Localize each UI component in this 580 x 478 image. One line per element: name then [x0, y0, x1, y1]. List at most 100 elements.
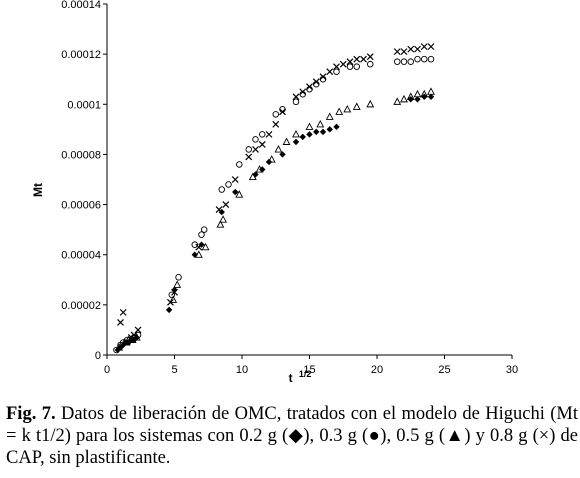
- circle-point: [198, 231, 205, 238]
- circle-point: [134, 331, 142, 339]
- triangle-point: [169, 295, 178, 303]
- triangle-point: [400, 94, 408, 103]
- triangle-point: [132, 333, 141, 341]
- x-tick-label: 10: [236, 364, 248, 376]
- cross-point: [312, 78, 320, 86]
- cross-point: [123, 339, 131, 346]
- y-tick-label: 0.00014: [61, 0, 101, 11]
- circle-point: [245, 146, 252, 153]
- figure-caption-text: Datos de liberación de OMC, tratados con…: [6, 404, 579, 468]
- triangle-point: [343, 104, 352, 113]
- triangle-point: [194, 250, 203, 258]
- cross-point: [299, 88, 307, 96]
- cross-point: [272, 120, 280, 128]
- y-tick-label: 0: [95, 350, 101, 362]
- triangle-point: [420, 89, 429, 98]
- triangle-point: [325, 112, 334, 120]
- circle-point: [259, 131, 266, 138]
- circle-point: [252, 136, 259, 143]
- cross-point: [171, 288, 178, 296]
- cross-point: [134, 326, 142, 334]
- cross-point: [420, 43, 428, 51]
- x-axis-title: t 1/2: [289, 369, 312, 385]
- x-axis-title-sup: 1/2: [299, 369, 312, 379]
- triangle-point: [427, 87, 435, 95]
- circle-point: [427, 55, 435, 63]
- triangle-point: [235, 190, 244, 198]
- cross-point: [400, 48, 408, 56]
- cross-point: [130, 331, 138, 339]
- figure-label: Fig. 7.: [6, 404, 56, 424]
- cross-point: [252, 145, 259, 153]
- x-tick-label: 25: [438, 364, 450, 376]
- y-axis-title: Mt: [31, 183, 45, 197]
- triangle-point: [366, 99, 375, 108]
- circle-point: [191, 241, 198, 248]
- cross-point: [231, 176, 239, 183]
- cross-point: [119, 308, 127, 316]
- diamond-point: [333, 123, 340, 131]
- y-tick-label: 0.00012: [61, 49, 101, 61]
- cross-point: [117, 318, 124, 326]
- circle-point: [414, 55, 421, 63]
- cross-point: [258, 140, 266, 148]
- diamond-point: [232, 188, 239, 196]
- chart-ticks: 0 5 10 15 20 25 30 0 0.00002 0.00004 0.00006 0.0000…: [61, 0, 518, 376]
- triangle-point: [173, 280, 182, 288]
- diamond-point: [326, 126, 333, 133]
- circle-point: [394, 58, 401, 65]
- x-tick-label: 5: [171, 364, 177, 376]
- triangle-point: [255, 165, 264, 173]
- circle-point: [333, 68, 340, 75]
- y-tick-label: 0.00004: [61, 250, 101, 262]
- cross-point: [353, 55, 361, 63]
- x-tick-label: 15: [303, 364, 315, 376]
- cross-point: [427, 43, 435, 51]
- cross-point: [222, 201, 230, 208]
- triangle-point: [219, 215, 228, 223]
- diamond-series: [114, 93, 435, 354]
- x-tick-label: 0: [104, 364, 110, 376]
- circle-point: [292, 98, 300, 106]
- cross-point: [407, 45, 415, 53]
- circle-point: [200, 226, 208, 233]
- cross-point: [360, 55, 367, 63]
- cross-series: [117, 43, 435, 346]
- cross-point: [414, 45, 421, 53]
- cross-point: [339, 60, 347, 68]
- triangle-point: [335, 107, 344, 115]
- cross-point: [195, 243, 203, 251]
- scatter-chart: 0 5 10 15 20 25 30 0 0.00002 0.00004 0.00006 0.0000…: [31, 0, 518, 385]
- circle-point: [400, 58, 408, 65]
- x-axis-title-main: t: [289, 371, 293, 385]
- cross-point: [265, 130, 273, 138]
- x-tick-label: 30: [506, 364, 518, 376]
- x-tick-label: 20: [371, 364, 383, 376]
- triangle-point: [352, 102, 361, 110]
- triangle-point: [201, 242, 210, 251]
- cross-point: [366, 53, 374, 61]
- triangle-series: [115, 87, 435, 351]
- triangle-point: [274, 145, 283, 153]
- cross-point: [346, 58, 354, 66]
- diamond-point: [319, 128, 327, 136]
- y-tick-label: 0.00006: [61, 200, 101, 212]
- triangle-point: [305, 122, 314, 130]
- circle-point: [175, 274, 182, 281]
- triangle-point: [282, 137, 291, 145]
- triangle-point: [216, 220, 225, 228]
- cross-point: [279, 108, 286, 116]
- circle-point: [421, 55, 428, 63]
- cross-point: [326, 68, 334, 76]
- y-tick-label: 0.0001: [67, 99, 101, 111]
- circle-point: [218, 186, 225, 193]
- y-tick-label: 0.00008: [61, 149, 101, 161]
- diamond-point: [299, 133, 306, 141]
- diamond-point: [292, 138, 300, 146]
- cross-point: [306, 83, 313, 91]
- diamond-point: [165, 306, 173, 314]
- circle-point: [225, 181, 232, 188]
- circle-point: [236, 161, 243, 168]
- cross-point: [393, 48, 401, 56]
- triangle-point: [406, 92, 415, 100]
